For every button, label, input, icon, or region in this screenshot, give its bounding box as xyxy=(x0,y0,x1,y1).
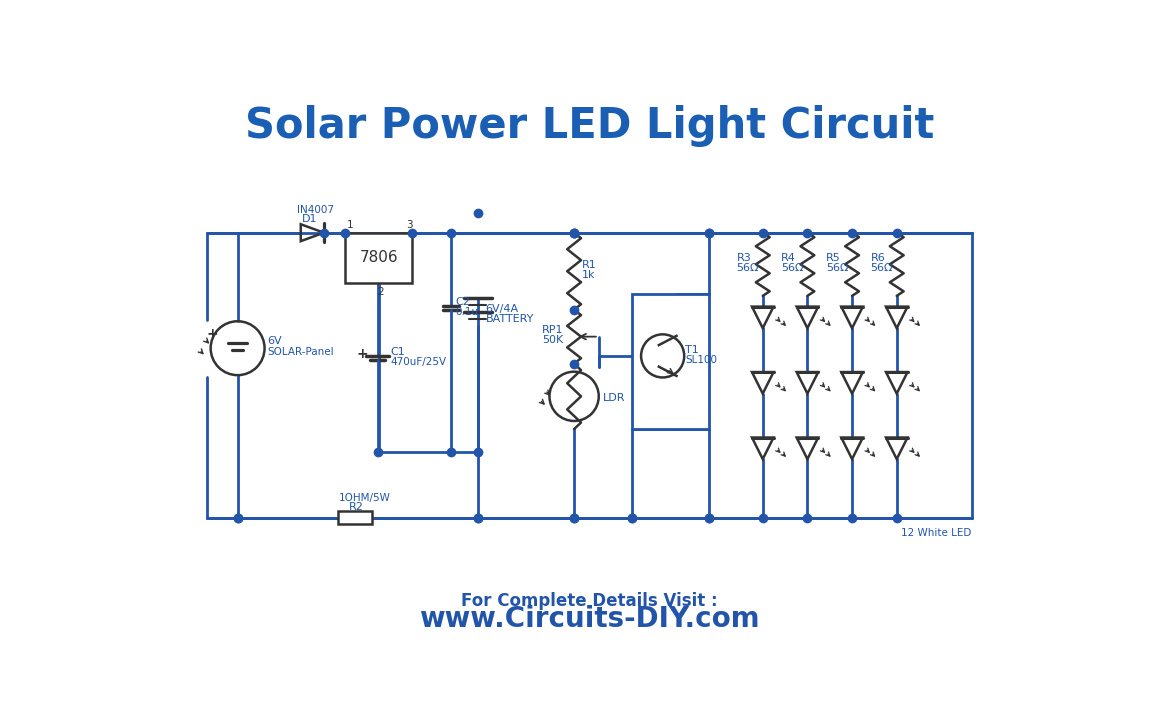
Text: 56Ω: 56Ω xyxy=(782,263,803,273)
Text: 1OHM/5W: 1OHM/5W xyxy=(340,493,391,503)
Text: BATTERY: BATTERY xyxy=(486,314,534,324)
Text: R3: R3 xyxy=(737,253,752,263)
FancyBboxPatch shape xyxy=(345,233,412,283)
Text: 6V/4A: 6V/4A xyxy=(486,304,519,314)
Text: D1: D1 xyxy=(302,214,317,224)
Text: Solar Power LED Light Circuit: Solar Power LED Light Circuit xyxy=(245,105,935,148)
Text: R2: R2 xyxy=(349,502,364,512)
FancyBboxPatch shape xyxy=(632,294,709,429)
Text: T1: T1 xyxy=(685,345,699,355)
Text: 50K: 50K xyxy=(542,336,563,346)
Text: LDR: LDR xyxy=(603,393,625,403)
Text: R4: R4 xyxy=(782,253,796,263)
Text: R1: R1 xyxy=(581,260,596,270)
Text: +: + xyxy=(357,347,368,361)
Text: www.Circuits-DIY.com: www.Circuits-DIY.com xyxy=(419,606,760,634)
Text: 6V: 6V xyxy=(268,336,282,346)
Text: 2: 2 xyxy=(378,287,384,297)
Text: 1: 1 xyxy=(346,220,353,230)
Text: 12 White LED: 12 White LED xyxy=(901,528,971,538)
Text: IN4007: IN4007 xyxy=(297,205,334,215)
Text: 1k: 1k xyxy=(581,270,595,280)
Text: For Complete Details Visit :: For Complete Details Visit : xyxy=(462,592,718,610)
Text: SOLAR-Panel: SOLAR-Panel xyxy=(268,347,334,357)
Text: C1: C1 xyxy=(391,347,405,357)
Text: +: + xyxy=(206,328,218,341)
Text: 3: 3 xyxy=(406,220,413,230)
Text: 470uF/25V: 470uF/25V xyxy=(391,357,447,367)
Text: 56Ω: 56Ω xyxy=(870,263,893,273)
Text: 7806: 7806 xyxy=(359,251,398,265)
Text: R5: R5 xyxy=(826,253,840,263)
Text: C2: C2 xyxy=(456,297,471,307)
Text: SL100: SL100 xyxy=(685,355,717,365)
Text: 56Ω: 56Ω xyxy=(826,263,848,273)
FancyBboxPatch shape xyxy=(337,511,372,523)
Text: 0.1u: 0.1u xyxy=(456,307,479,317)
Text: 56Ω: 56Ω xyxy=(737,263,759,273)
Text: R6: R6 xyxy=(870,253,885,263)
Text: RP1: RP1 xyxy=(542,325,563,336)
